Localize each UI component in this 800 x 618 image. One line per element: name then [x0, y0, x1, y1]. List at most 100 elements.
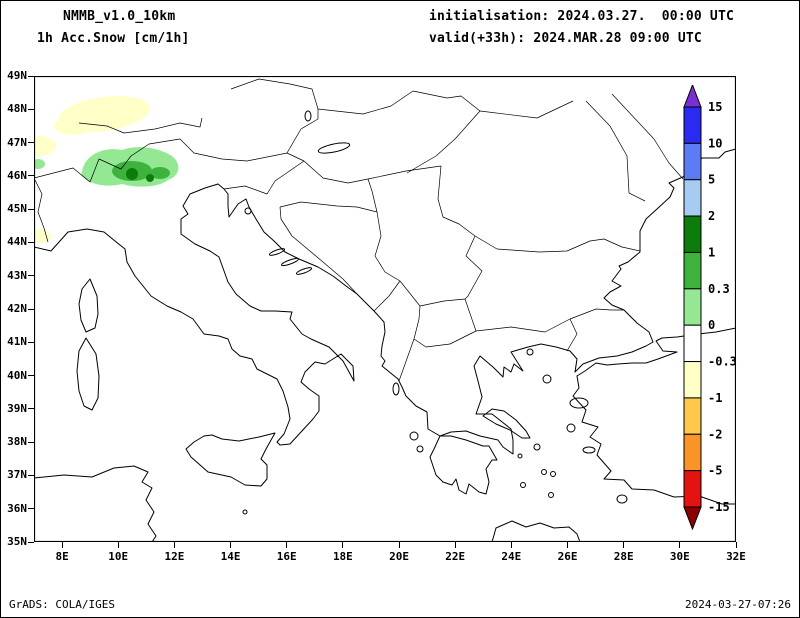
lakes — [304, 110, 351, 154]
border-serbia-romania — [437, 165, 476, 237]
colorbar-segment — [683, 106, 702, 144]
lat-axis-tick — [28, 408, 34, 410]
snow-shading-layer — [34, 95, 179, 243]
border-bulgaria-greece-turkey — [475, 308, 624, 352]
lon-axis-label: 8E — [55, 550, 69, 563]
colorbar-segment — [683, 470, 702, 508]
island-brac — [281, 257, 299, 267]
lon-axis-label: 12E — [164, 550, 185, 563]
colorbar-segment — [683, 142, 702, 181]
island-sardinia — [76, 337, 100, 411]
island-krk — [244, 207, 252, 215]
lat-axis-label: 46N — [7, 168, 27, 182]
lon-axis-tick — [735, 542, 737, 548]
island-andros — [533, 443, 541, 451]
island-paros — [541, 469, 547, 475]
border-romania-bulgaria-danube — [474, 235, 641, 253]
lake-neusiedl — [304, 110, 312, 122]
init-time: initialisation: 2024.03.27. 00:00 UTC — [429, 9, 735, 24]
colorbar-tick-label: 0.3 — [708, 282, 730, 296]
lat-axis-label: 45N — [7, 202, 27, 216]
coastline-marmara-blacksea-west — [574, 148, 736, 373]
lat-axis-tick — [28, 208, 34, 210]
border-austria-hungary — [286, 109, 319, 154]
lat-axis-label: 48N — [7, 102, 27, 116]
lat-axis-label: 43N — [7, 268, 27, 282]
colorbar-segment — [683, 179, 702, 217]
border-alps-chain — [34, 138, 305, 183]
lat-axis-label: 47N — [7, 135, 27, 149]
map-canvas — [34, 76, 736, 542]
lon-axis-tick — [286, 542, 288, 548]
lat-axis-label: 44N — [7, 235, 27, 249]
colorbar-segment — [683, 324, 702, 363]
island-thasos — [526, 348, 534, 356]
snow-spot-dark-green — [126, 168, 138, 180]
colorbar-arrow-up — [683, 85, 702, 108]
lon-axis-tick — [117, 542, 119, 548]
lat-axis-tick — [28, 541, 34, 543]
snow-patch-light-green-edge — [34, 159, 45, 169]
patch-pale-yellow-west-edge — [34, 136, 56, 156]
country-borders — [34, 78, 684, 382]
snow-spot-dark-green-2 — [146, 174, 154, 182]
lon-axis-tick — [623, 542, 625, 548]
lon-axis-tick — [173, 542, 175, 548]
island-zakynthos — [416, 445, 424, 453]
colorbar-segment — [683, 361, 702, 399]
lon-axis-label: 20E — [389, 550, 409, 563]
variable-name: 1h Acc.Snow [cm/1h] — [37, 31, 190, 46]
colorbar-tick-label: -0.3 — [708, 355, 737, 369]
lon-axis-label: 14E — [220, 550, 241, 563]
model-name: NMMB_v1.0_10km — [63, 9, 176, 24]
border-swiss-german-austrian — [78, 117, 203, 134]
colorbar-arrow-down — [683, 506, 702, 531]
footer-credit: GrADS: COLA/IGES — [9, 598, 115, 611]
lat-axis-tick — [28, 375, 34, 377]
island-hvar — [268, 248, 286, 256]
small-islands — [242, 207, 628, 515]
lat-axis-tick — [28, 441, 34, 443]
lat-axis-label: 36N — [7, 501, 27, 515]
lat-axis-label: 49N — [7, 69, 27, 82]
island-lemnos — [542, 374, 552, 384]
colorbar-tick-label: -5 — [708, 464, 722, 478]
lat-axis-tick — [28, 241, 34, 243]
lon-axis-tick — [342, 542, 344, 548]
lon-axis-label: 24E — [501, 550, 522, 563]
colorbar-segment — [683, 251, 702, 290]
island-lesbos — [569, 397, 589, 409]
lat-axis-tick — [28, 142, 34, 144]
valid-time: valid(+33h): 2024.MAR.28 09:00 UTC — [429, 31, 702, 46]
colorbar-segment — [683, 433, 702, 472]
border-slovenia-croatia-hungary — [223, 160, 442, 195]
colorbar-segment — [683, 397, 702, 435]
lat-axis-tick — [28, 275, 34, 277]
colorbar-tick-label: 1 — [708, 245, 715, 259]
colorbar-tick-label: 2 — [708, 209, 715, 223]
lon-axis-tick — [230, 542, 232, 548]
colorbar-segment — [683, 288, 702, 326]
border-hungary-romania — [406, 110, 481, 174]
lon-axis-tick — [679, 542, 681, 548]
border-romania-moldova-ukraine — [479, 93, 684, 202]
lon-axis-label: 16E — [276, 550, 297, 563]
colorbar: 15 10 5 2 1 0.3 0 -0.3 -1 -2 -5 -15 — [683, 85, 737, 531]
island-sicily — [185, 432, 276, 487]
lon-axis-tick — [398, 542, 400, 548]
snow-patch-medium-green-2 — [150, 167, 170, 179]
lat-axis-tick — [28, 75, 34, 77]
colorbar-tick-label: 15 — [708, 100, 722, 114]
lon-axis-label: 10E — [108, 550, 129, 563]
island-kea — [517, 453, 523, 459]
lat-axis-tick — [28, 508, 34, 510]
colorbar-tick-label: -2 — [708, 427, 722, 441]
lon-axis-label: 26E — [557, 550, 578, 563]
island-santorini — [548, 492, 554, 498]
island-korcula — [295, 267, 313, 275]
island-cephalonia — [409, 431, 419, 441]
lat-axis-label: 39N — [7, 401, 27, 415]
lon-axis-label: 18E — [332, 550, 353, 563]
lat-axis-label: 41N — [7, 335, 27, 349]
lat-axis-label: 35N — [7, 535, 27, 548]
